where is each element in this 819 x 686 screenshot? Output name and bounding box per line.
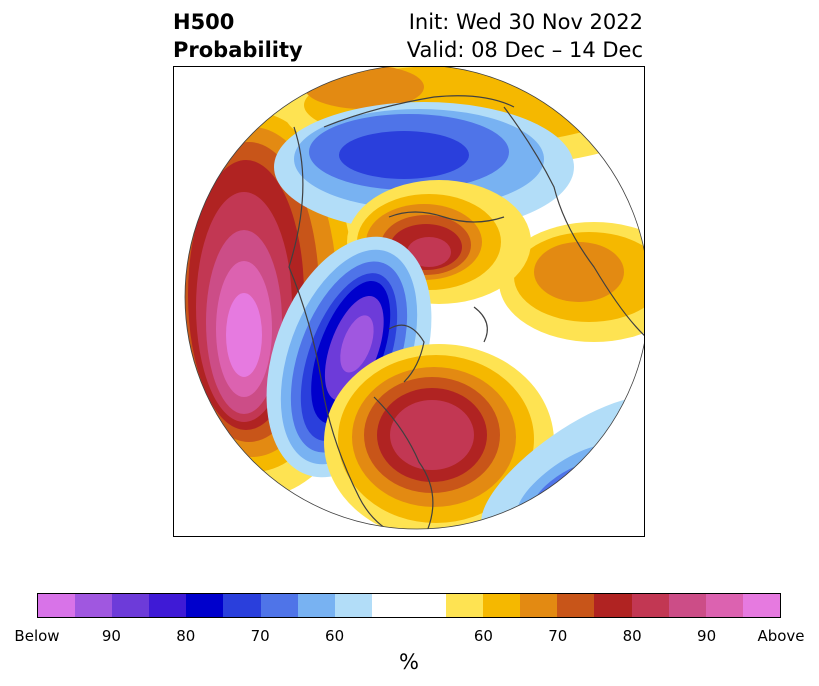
colorbar-tick-label: 70 (548, 627, 568, 645)
colorbar-segment (594, 594, 632, 617)
colorbar-segment (112, 594, 150, 617)
colorbar-segment (75, 594, 113, 617)
colorbar-segment (446, 594, 484, 617)
colorbar-tick-label: 60 (473, 627, 493, 645)
colorbar-unit: % (399, 650, 419, 674)
colorbar-tick-label: 90 (101, 627, 121, 645)
probability-field (185, 67, 644, 529)
colorbar-segment (371, 594, 447, 617)
colorbar-segment (668, 594, 706, 617)
colorbar-tick-label: 80 (622, 627, 642, 645)
colorbar-segment (557, 594, 595, 617)
colorbar (37, 593, 781, 618)
colorbar-segment (38, 594, 76, 617)
colorbar-segment (631, 594, 669, 617)
colorbar-segment (186, 594, 224, 617)
colorbar-tick-label: 60 (325, 627, 345, 645)
colorbar-segment (483, 594, 521, 617)
colorbar-segment (260, 594, 298, 617)
valid-period: Valid: 08 Dec – 14 Dec (406, 38, 643, 62)
coastlines (288, 95, 644, 529)
colorbar-segment (334, 594, 372, 617)
colorbar-tick-label: 70 (250, 627, 270, 645)
eastern-ridge-anomaly (324, 344, 554, 529)
colorbar-tick-label: Below (14, 627, 60, 645)
title-left: H500 Probability (173, 8, 303, 64)
colorbar-segment (223, 594, 261, 617)
init-date: Init: Wed 30 Nov 2022 (408, 10, 643, 34)
colorbar-segment (297, 594, 335, 617)
map-panel (173, 66, 645, 537)
colorbar-tick-label: 80 (176, 627, 196, 645)
map-boundary (184, 67, 644, 530)
colorbar-tick-label: 90 (697, 627, 717, 645)
colorbar-segment (149, 594, 187, 617)
title-right: Init: Wed 30 Nov 2022 Valid: 08 Dec – 14… (407, 8, 643, 64)
colorbar-segment (520, 594, 558, 617)
colorbar-segment (705, 594, 743, 617)
colorbar-segment (742, 594, 780, 617)
colorbar-tick-label: Above (757, 627, 805, 645)
title-variable: H500 (173, 10, 235, 34)
title-product: Probability (173, 38, 303, 62)
probability-map (184, 67, 644, 530)
eurasia-ridge-anomaly (499, 222, 644, 342)
